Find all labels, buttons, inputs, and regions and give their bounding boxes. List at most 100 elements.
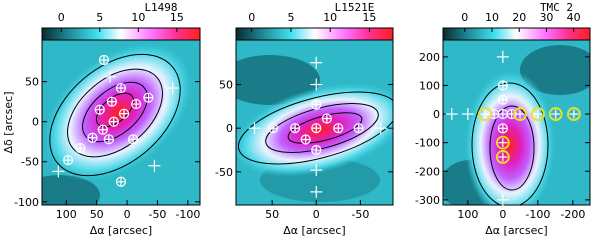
marker-ring [106, 96, 117, 107]
marker-ring [289, 123, 301, 134]
marker [52, 165, 65, 178]
marker-ring [489, 108, 500, 120]
marker [128, 134, 139, 145]
marker-ring [311, 99, 322, 110]
marker-ring [495, 135, 510, 150]
plot-frame [442, 39, 591, 206]
marker-ring [97, 124, 108, 135]
marker-ring [143, 92, 154, 103]
marker-ring [131, 98, 142, 110]
marker [118, 108, 130, 119]
colorbar-tick-label: 15 [170, 11, 184, 24]
colorbar-tick-label: 10 [131, 11, 145, 24]
marker [310, 164, 323, 177]
marker [321, 113, 332, 124]
colorbar-tick-label: 10 [485, 11, 499, 24]
x-tick-label: 100 [56, 208, 77, 221]
y-tick-label: 0 [433, 108, 440, 121]
chart-title: TMC 2 [540, 1, 573, 14]
chart-title: L1521E [335, 1, 375, 14]
marker [567, 107, 581, 121]
marker [97, 124, 108, 135]
colorbar-tick-label: 0 [461, 11, 468, 24]
y-tick-label: -50 [215, 166, 233, 179]
marker [497, 108, 508, 120]
marker [374, 122, 387, 135]
x-axis-label: Δα [arcsec] [90, 224, 152, 237]
colorbar-tick-label: 0 [248, 11, 255, 24]
marker [115, 82, 127, 94]
marker [104, 70, 117, 83]
x-tick-label: -100 [175, 208, 200, 221]
marker-ring [87, 132, 98, 143]
x-tick-label: -200 [560, 208, 585, 221]
marker [166, 82, 179, 95]
marker [108, 116, 119, 127]
marker-ring [103, 134, 114, 145]
marker-ring [567, 107, 581, 121]
marker-ring [118, 108, 130, 119]
marker-ring [353, 123, 364, 134]
marker-ring [321, 113, 332, 124]
y-tick-label: 50 [25, 76, 39, 89]
y-tick-label: -100 [14, 196, 39, 209]
marker-ring [513, 107, 527, 121]
marker-ring [497, 94, 508, 105]
marker [87, 132, 98, 143]
marker [148, 159, 161, 172]
marker-ring [300, 134, 311, 145]
map-image [236, 40, 393, 205]
y-axis-label: Δδ [arcsec] [2, 92, 15, 154]
colorbar-tick-label: 10 [323, 11, 337, 24]
x-tick-label: 0 [124, 208, 131, 221]
marker [310, 56, 323, 69]
marker [333, 123, 344, 134]
marker-ring [94, 104, 105, 115]
marker [495, 150, 510, 164]
colorbar-tick-label: 15 [362, 11, 376, 24]
colorbar-tick-label: 5 [287, 11, 294, 24]
marker [310, 185, 323, 198]
colorbar [41, 27, 201, 41]
map-image [443, 40, 590, 205]
colorbar-tick-label: 0 [58, 11, 65, 24]
marker [530, 107, 545, 121]
marker [311, 123, 322, 134]
marker [311, 144, 322, 156]
marker [445, 108, 458, 121]
marker-ring [128, 134, 139, 145]
x-tick-label: 50 [90, 208, 104, 221]
marker [497, 80, 508, 91]
marker-ring [108, 116, 119, 127]
marker [310, 78, 323, 91]
chart-title: L1498 [144, 1, 177, 14]
x-tick-label: -50 [148, 208, 166, 221]
y-tick-label: -50 [21, 156, 39, 169]
colorbar-tick-label: 30 [539, 11, 553, 24]
marker [311, 99, 322, 110]
marker [461, 108, 474, 121]
marker [496, 193, 509, 206]
marker [115, 176, 127, 187]
y-tick-label: 0 [226, 122, 233, 135]
marker [300, 134, 311, 145]
marker [94, 104, 105, 115]
marker [548, 107, 563, 121]
y-tick-label: -200 [415, 165, 440, 178]
marker-ring [311, 144, 322, 156]
marker [75, 143, 86, 154]
marker-ring [311, 123, 322, 134]
plot-frame [41, 39, 201, 206]
marker-ring [497, 123, 508, 134]
marker [131, 98, 142, 110]
colorbar-tick-label: 5 [96, 11, 103, 24]
y-tick-label: -300 [415, 194, 440, 207]
plot-frame [235, 39, 394, 206]
marker [106, 96, 117, 107]
marker-ring [267, 123, 279, 134]
x-tick-label: 0 [499, 208, 506, 221]
marker [267, 123, 279, 134]
marker-ring [548, 107, 563, 121]
y-tick-label: 50 [219, 79, 233, 92]
